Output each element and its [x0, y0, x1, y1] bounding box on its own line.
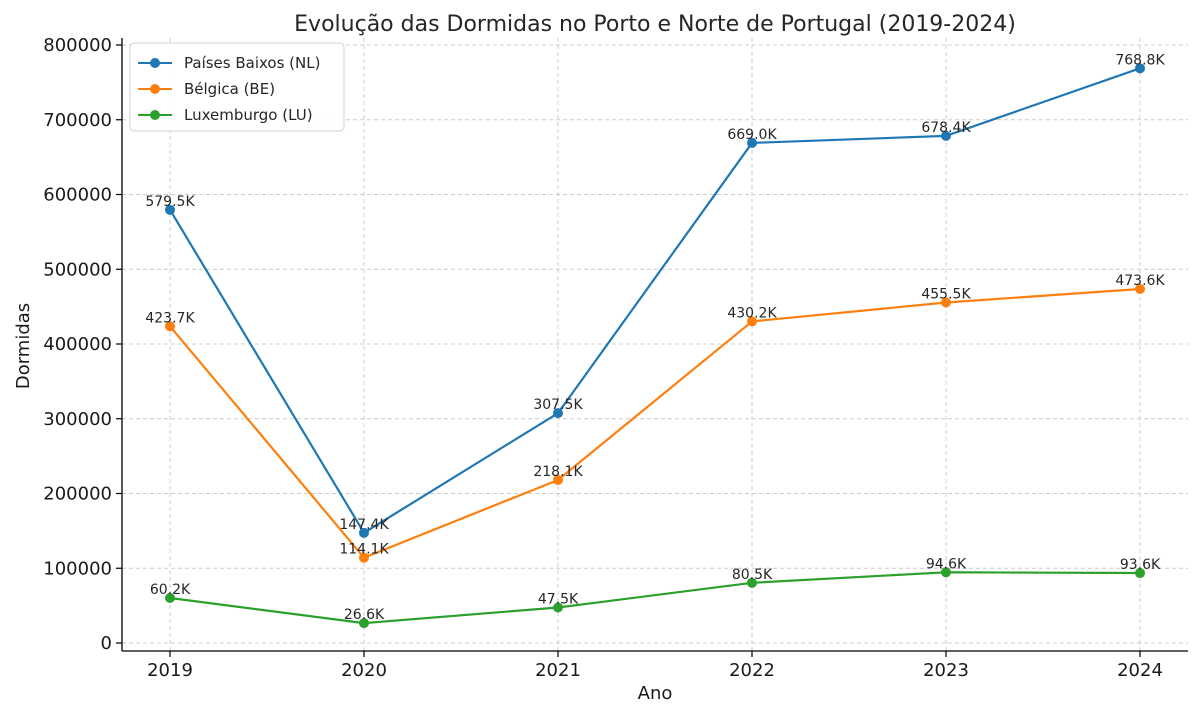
y-tick-label: 800000 [43, 35, 112, 56]
y-tick-label: 100000 [43, 558, 112, 579]
y-tick-label: 300000 [43, 409, 112, 430]
data-label-lu: 26.6K [344, 607, 385, 623]
data-point-lu [941, 567, 951, 578]
legend-item-nl: Países Baixos (NL) [138, 54, 320, 72]
legend-label-nl: Países Baixos (NL) [184, 54, 320, 72]
data-point-be [747, 316, 757, 327]
data-label-be: 473.6K [1115, 273, 1165, 289]
data-point-be [359, 552, 369, 563]
data-point-nl [165, 204, 175, 215]
legend-label-be: Bélgica (BE) [184, 80, 275, 98]
data-point-be [941, 297, 951, 308]
x-tick-label: 2024 [1117, 660, 1163, 681]
x-tick-label: 2022 [729, 660, 775, 681]
x-tick-label: 2021 [535, 660, 581, 681]
x-tick-label: 2019 [147, 660, 193, 681]
data-label-nl: 307.5K [533, 397, 583, 413]
series-line-nl [169, 67, 1141, 534]
legend-item-lu: Luxemburgo (LU) [138, 106, 313, 124]
data-label-be: 114.1K [339, 542, 389, 558]
data-label-lu: 93.6K [1120, 557, 1161, 573]
legend-marker-lu [150, 110, 160, 120]
data-label-nl: 768.8K [1115, 52, 1165, 68]
x-tick-label: 2020 [341, 660, 387, 681]
x-tick-label: 2023 [923, 660, 969, 681]
data-label-nl: 669.0K [727, 127, 777, 143]
legend-label-lu: Luxemburgo (LU) [184, 106, 313, 124]
series-layer [165, 63, 1145, 629]
y-tick-label: 600000 [43, 185, 112, 206]
legend-marker-nl [150, 58, 160, 68]
data-labels: 579.5K 147.4K 307.5K 669.0K 678.4K 768.8K 423.… [145, 52, 1165, 623]
data-point-be [1135, 283, 1145, 294]
data-point-lu [165, 593, 175, 604]
data-label-nl: 147.4K [339, 517, 389, 533]
data-label-lu: 80.5K [732, 567, 773, 583]
data-label-lu: 94.6K [926, 556, 967, 572]
data-point-nl [553, 408, 563, 419]
data-label-nl: 678.4K [921, 120, 971, 136]
axes: 0 100000 200000 300000 400000 500000 600000 700… [43, 35, 1188, 681]
data-label-be: 218.1K [533, 464, 583, 480]
x-axis-label: Ano [638, 683, 673, 704]
chart-title: Evolução das Dormidas no Porto e Norte d… [294, 12, 1016, 37]
data-point-nl [359, 527, 369, 538]
data-point-lu [359, 618, 369, 629]
legend-marker-be [150, 84, 160, 94]
data-label-lu: 47.5K [538, 591, 579, 607]
data-label-be: 430.2K [727, 305, 777, 321]
data-point-nl [1135, 63, 1145, 74]
y-tick-label: 700000 [43, 110, 112, 131]
legend: Países Baixos (NL) Bélgica (BE) Luxembur… [129, 42, 345, 132]
y-tick-label: 0 [101, 633, 112, 654]
data-point-nl [941, 130, 951, 141]
data-label-nl: 579.5K [145, 194, 195, 210]
series-line-be [169, 287, 1141, 559]
data-point-lu [747, 577, 757, 588]
y-tick-label: 400000 [43, 334, 112, 355]
data-point-be [553, 474, 563, 485]
series-line-lu [169, 571, 1141, 625]
data-point-be [165, 321, 175, 332]
legend-box [129, 42, 345, 132]
y-axis-label: Dormidas [13, 303, 34, 389]
data-label-be: 423.7K [145, 310, 195, 326]
y-tick-label: 500000 [43, 259, 112, 280]
legend-item-be: Bélgica (BE) [138, 80, 275, 98]
data-point-lu [553, 602, 563, 613]
data-point-lu [1135, 568, 1145, 579]
data-point-nl [747, 137, 757, 148]
data-label-lu: 60.2K [150, 582, 191, 598]
data-label-be: 455.5K [921, 287, 971, 303]
y-tick-label: 200000 [43, 484, 112, 505]
